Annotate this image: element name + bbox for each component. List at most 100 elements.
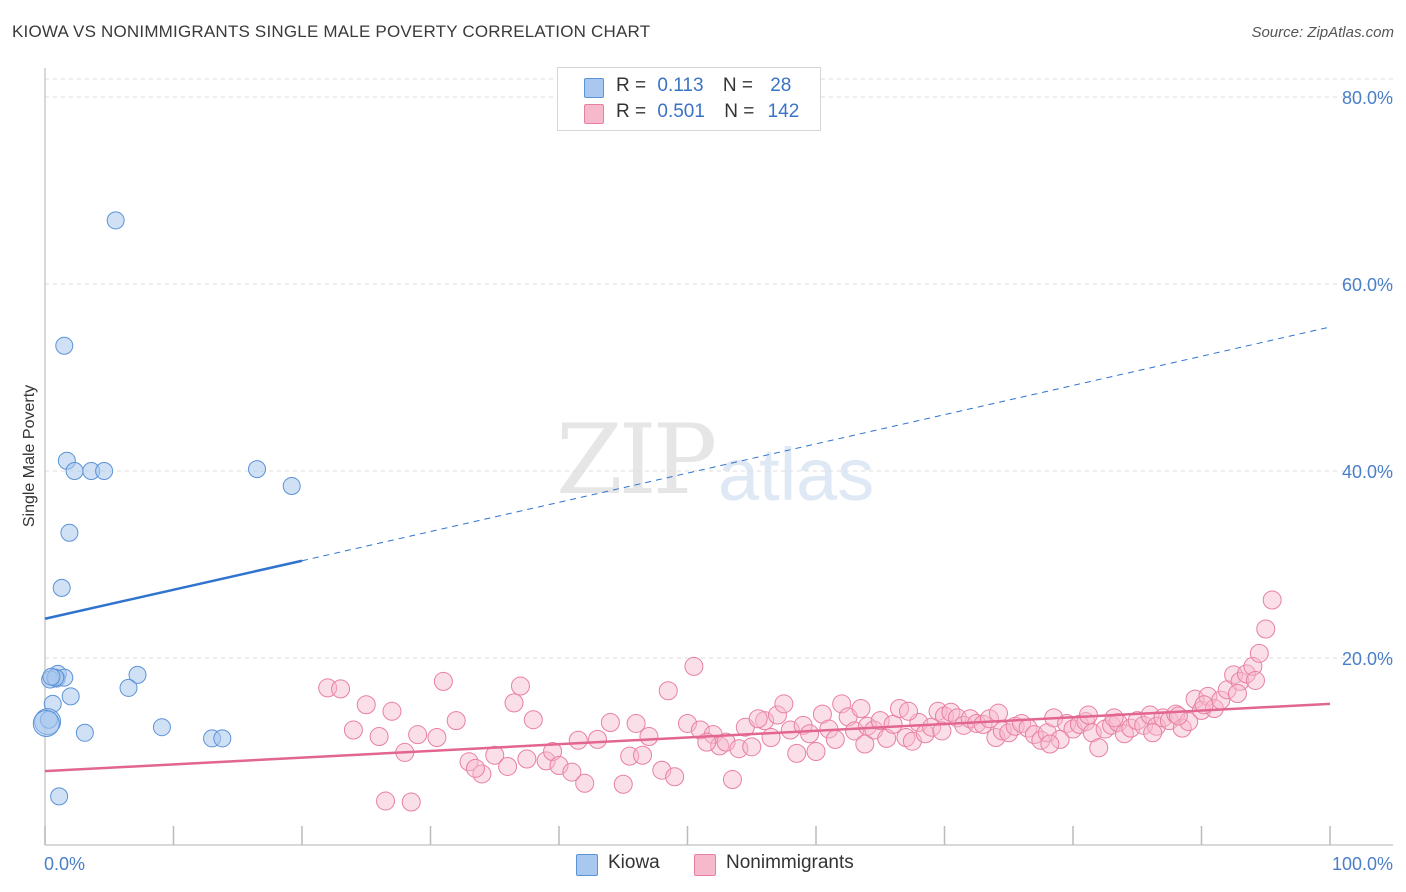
nonimmigrants-point [498, 756, 518, 776]
nonimmigrants-point [851, 698, 871, 718]
watermark-atlas: atlas [718, 433, 875, 516]
bottom-legend-label-nonimmigrants: Nonimmigrants [726, 852, 854, 873]
kiowa-point [42, 667, 61, 686]
nonimmigrants-point [536, 751, 556, 771]
kiowa-point [152, 718, 171, 737]
nonimmigrants-point [767, 705, 787, 725]
nonimmigrants-point [748, 709, 768, 729]
kiowa-point [61, 687, 80, 706]
nonimmigrants-point [568, 730, 588, 750]
nonimmigrants-point [787, 743, 807, 763]
nonimmigrants-point [1168, 706, 1188, 726]
x-tick-label: 100.0% [1332, 854, 1393, 874]
nonimmigrants-point [761, 727, 781, 747]
nonimmigrants-point [382, 701, 402, 721]
nonimmigrants-point [780, 720, 800, 740]
y-tick-label: 20.0% [1342, 649, 1393, 669]
nonimmigrants-point [742, 737, 762, 757]
nonimmigrants-point [774, 694, 794, 714]
nonimmigrants-point [575, 773, 595, 793]
nonimmigrants-point [633, 745, 653, 765]
nonimmigrants-point [800, 724, 820, 744]
nonimmigrants-point [408, 725, 428, 745]
nonimmigrants-point [639, 727, 659, 747]
nonimmigrants-point [562, 762, 582, 782]
nonimmigrants-point [806, 742, 826, 761]
nonimmigrants-point [343, 720, 363, 740]
y-tick-label: 80.0% [1342, 88, 1393, 108]
bottom-legend-label-kiowa: Kiowa [608, 852, 660, 873]
nonimmigrants-point [825, 729, 845, 749]
nonimmigrants-point [1040, 734, 1060, 754]
kiowa-trend-extension [301, 326, 1331, 562]
kiowa-point [50, 787, 69, 806]
kiowa-point [128, 665, 147, 684]
nonimmigrants-point [485, 745, 505, 765]
legend-n-label: N = [724, 101, 755, 122]
nonimmigrants-point [845, 721, 865, 741]
nonimmigrants-point [613, 774, 633, 794]
kiowa-point [248, 460, 267, 479]
nonimmigrants-trend-line [44, 702, 1331, 773]
nonimmigrants-point [684, 656, 704, 676]
kiowa-point [119, 678, 138, 697]
nonimmigrants-point [446, 711, 466, 731]
kiowa-point [282, 476, 301, 495]
grid-lines [45, 78, 1393, 659]
legend-n-value: 28 [770, 75, 792, 96]
legend-n-value: 142 [767, 101, 800, 122]
bottom-legend-swatch-nonimmigrants [694, 854, 716, 876]
nonimmigrants-point [517, 749, 537, 769]
tick-labels: 20.0% 40.0% 60.0% 80.0% 0.0% 100.0% [44, 88, 1393, 874]
legend-r-label: R = [616, 75, 647, 96]
nonimmigrants-point [870, 711, 890, 731]
nonimmigrants-point [896, 727, 916, 747]
kiowa-point [60, 523, 79, 542]
nonimmigrants-point [1245, 670, 1265, 690]
y-axis-label: Single Male Poverty [21, 385, 38, 527]
nonimmigrants-point [433, 671, 453, 691]
nonimmigrants-point [665, 767, 685, 787]
nonimmigrants-point [376, 791, 396, 811]
nonimmigrants-point [1143, 723, 1163, 743]
legend-n-label: N = [722, 75, 753, 96]
y-tick-label: 40.0% [1342, 462, 1393, 482]
nonimmigrants-point [401, 792, 421, 812]
legend-r-value: 0.501 [657, 101, 705, 122]
nonimmigrants-point [877, 728, 897, 748]
nonimmigrants-point [588, 729, 608, 749]
nonimmigrants-point [523, 710, 543, 730]
nonimmigrants-point [369, 727, 389, 747]
kiowa-point [55, 336, 74, 355]
nonimmigrants-point [427, 727, 447, 747]
kiowa-point [106, 211, 125, 230]
chart-title: KIOWA VS NONIMMIGRANTS SINGLE MALE POVER… [12, 22, 651, 41]
nonimmigrants-point [1256, 619, 1276, 639]
nonimmigrants-point [690, 720, 710, 740]
nonimmigrants-point [722, 770, 742, 790]
nonimmigrants-point [755, 711, 775, 731]
nonimmigrants-point [899, 701, 919, 721]
nonimmigrants-point [356, 695, 376, 715]
kiowa-point [95, 462, 114, 480]
nonimmigrants-point [331, 679, 351, 699]
bottom-legend-swatch-kiowa [576, 854, 598, 876]
legend-r-value: 0.113 [657, 75, 704, 96]
nonimmigrants-point [626, 713, 646, 733]
kiowa-point [52, 578, 71, 597]
nonimmigrants-point [1227, 684, 1247, 704]
nonimmigrants-point [543, 742, 563, 761]
nonimmigrants-point [1249, 643, 1269, 663]
nonimmigrants-point [504, 693, 524, 713]
kiowa-point [65, 462, 84, 480]
data-points [32, 211, 1282, 812]
nonimmigrants-point [600, 713, 620, 733]
nonimmigrants-point [932, 721, 952, 741]
legend-swatch-nonimmigrants [584, 104, 604, 124]
trend-lines [44, 326, 1331, 773]
nonimmigrants-point [465, 758, 485, 778]
nonimmigrants-point [855, 734, 875, 754]
kiowa-point [213, 729, 232, 748]
nonimmigrants-point [510, 676, 530, 696]
